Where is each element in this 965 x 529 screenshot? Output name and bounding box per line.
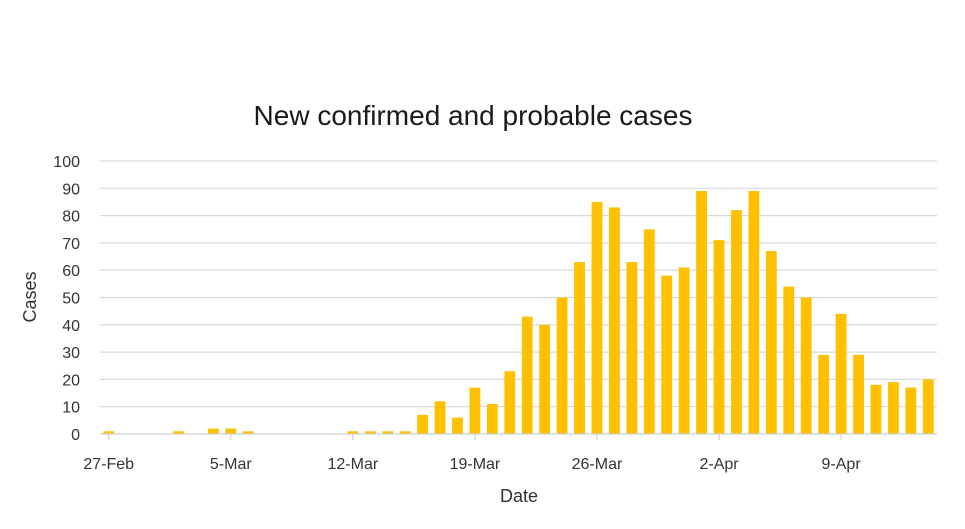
- bar-5-Apr: [765, 251, 777, 434]
- bar-29-Mar: [643, 229, 655, 434]
- bar-8-Apr: [818, 354, 830, 434]
- bar-20-Mar: [486, 403, 498, 434]
- bar-3-Apr: [731, 210, 742, 434]
- bar-31-Mar: [678, 267, 690, 434]
- bar-6-Mar: [242, 431, 254, 434]
- bar-25-Mar: [574, 262, 585, 434]
- x-tick-label: 5-Mar: [210, 456, 252, 473]
- bar-4-Mar: [207, 428, 219, 434]
- bar-18-Mar: [452, 417, 463, 434]
- y-tick-label: 90: [62, 181, 80, 198]
- bar-21-Mar: [504, 371, 516, 434]
- x-axis-ticks: 27-Feb 5-Mar 12-Mar 19-Mar 26-Mar 2-Apr 9-Apr: [83, 434, 861, 473]
- x-axis-label: Date: [500, 486, 538, 506]
- y-tick-label: 80: [62, 209, 80, 226]
- bar-4-Apr: [748, 191, 760, 434]
- bar-23-Mar: [539, 324, 551, 434]
- bar-22-Mar: [521, 316, 533, 434]
- chart-title: New confirmed and probable cases: [254, 100, 693, 131]
- bar-14-Apr: [922, 379, 934, 434]
- x-tick-label: 2-Apr: [699, 456, 739, 473]
- x-tick-label: 27-Feb: [83, 456, 134, 473]
- bar-13-Apr: [905, 387, 917, 434]
- x-tick-label: 26-Mar: [572, 456, 623, 473]
- bar-26-Mar: [591, 201, 603, 434]
- y-tick-label: 0: [71, 427, 80, 444]
- bar-19-Mar: [469, 387, 481, 434]
- bar-2-Mar: [173, 431, 184, 434]
- y-tick-label: 40: [62, 318, 80, 335]
- bar-30-Mar: [661, 275, 673, 434]
- bar-10-Apr: [853, 354, 864, 434]
- y-tick-label: 70: [62, 236, 80, 253]
- bar-14-Mar: [382, 431, 394, 434]
- bar-24-Mar: [556, 297, 568, 434]
- bar-2-Apr: [713, 240, 725, 434]
- y-tick-label: 100: [53, 154, 80, 171]
- bar-12-Mar: [347, 431, 359, 434]
- bar-17-Mar: [434, 401, 446, 434]
- x-tick-label: 19-Mar: [450, 456, 501, 473]
- y-axis-label: Cases: [20, 271, 40, 322]
- bar-6-Apr: [783, 286, 795, 434]
- bar-1-Apr: [696, 191, 707, 434]
- bar-15-Mar: [399, 431, 411, 434]
- y-tick-label: 20: [62, 372, 80, 389]
- bar-5-Mar: [225, 428, 237, 434]
- bar-27-Mar: [609, 207, 620, 434]
- y-tick-label: 60: [62, 263, 80, 280]
- bar-27-Feb: [103, 431, 115, 434]
- bar-16-Mar: [417, 414, 428, 434]
- bar-13-Mar: [364, 431, 376, 434]
- y-tick-label: 30: [62, 345, 80, 362]
- bar-12-Apr: [888, 382, 899, 434]
- bar-7-Apr: [800, 297, 812, 434]
- y-axis-ticks: 0 10 20 30 40 50 60 70 80 90 100: [53, 154, 80, 444]
- x-tick-label: 9-Apr: [822, 456, 862, 473]
- gridlines: [100, 160, 937, 408]
- bar-28-Mar: [626, 262, 638, 434]
- x-tick-label: 12-Mar: [328, 456, 379, 473]
- bars: [103, 191, 934, 434]
- y-tick-label: 10: [62, 400, 80, 417]
- bar-11-Apr: [870, 384, 882, 434]
- bar-9-Apr: [835, 313, 847, 434]
- y-tick-label: 50: [62, 291, 80, 308]
